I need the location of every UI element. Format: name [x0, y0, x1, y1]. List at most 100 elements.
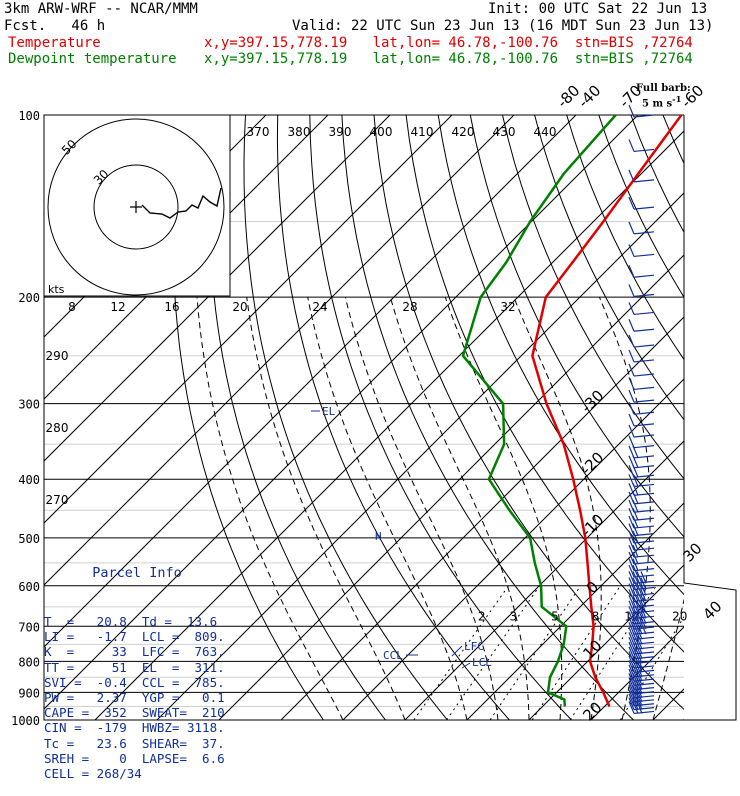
theta-label: 370 [247, 125, 270, 139]
hodo-speed-label: 28 [402, 300, 417, 314]
parcel-info-row: CIN = -179 HWBZ= 3118. [44, 720, 230, 735]
parcel-info-row: PW = 2.37 YGP = 0.1 [44, 690, 230, 705]
pressure-label: 500 [18, 532, 40, 546]
theta-label: 440 [534, 125, 557, 139]
theta-label-left: 290 [46, 349, 69, 363]
wind-barb-flag [629, 425, 634, 437]
pressure-label: 400 [18, 473, 40, 487]
pressure-label: 800 [18, 655, 40, 669]
theta-label: 390 [329, 125, 352, 139]
theta-label: 380 [288, 125, 311, 139]
pressure-label: 300 [18, 398, 40, 412]
wind-barb-staff [634, 387, 654, 389]
dry-adiabat [406, 115, 740, 733]
mixing-ratio-line [490, 586, 580, 720]
wind-barb-flag [629, 364, 634, 376]
wind-barb [629, 197, 654, 209]
pressure-label: 900 [18, 686, 40, 700]
isotherm-line [653, 115, 740, 720]
pressure-label: 200 [18, 291, 40, 305]
pressure-label: 600 [18, 580, 40, 594]
moist-adiabat [684, 297, 740, 720]
wind-barb-staff [634, 254, 654, 256]
moist-adiabat [653, 297, 712, 720]
wind-barb [629, 265, 654, 277]
wind-barb-flag [629, 390, 634, 402]
wind-barb [629, 436, 654, 448]
theta-label: 420 [452, 125, 475, 139]
wind-barb-staff [634, 374, 654, 376]
wind-barb-flag [629, 265, 634, 277]
dry-adiabat [727, 115, 740, 733]
parcel-info-row: SVI = -0.4 CCL = 785. [44, 675, 230, 690]
wind-barb-staff [634, 345, 654, 347]
hodo-speed-label: 8 [68, 300, 76, 314]
mixing-ratio-label: 2 [478, 609, 486, 623]
wind-barb [629, 364, 654, 376]
parcel-info-row: CELL = 268/34 [44, 766, 230, 781]
wind-barb-staff [634, 412, 654, 414]
dry-adiabat [503, 115, 740, 733]
isotherm-line [405, 115, 740, 720]
isotherm-label: 40 [699, 597, 725, 623]
wind-barb-flag [629, 284, 634, 296]
isotherm-label: -40 [574, 81, 604, 111]
wind-barb [629, 425, 654, 437]
mixing-ratio-label: 8 [592, 609, 600, 623]
isotherm-label: 20 [579, 698, 605, 724]
parcel-info-row: TT = 51 EL = 311. [44, 660, 230, 675]
isotherm-line [467, 115, 740, 720]
wind-barb-flag [629, 170, 634, 182]
wind-barb-flag [629, 319, 634, 331]
hodo-speed-label: 24 [312, 300, 327, 314]
isotherm-label: -30 [577, 386, 607, 416]
wind-barb-flag [629, 377, 634, 389]
hodo-speed-label: 20 [232, 300, 247, 314]
barb-legend-line2: 5 m s [642, 98, 672, 109]
barb-legend: Full barb: 5 m s-1 [636, 84, 691, 109]
parcel-info-row: K = 33 LFC = 763. [44, 644, 230, 659]
lcl-marker: LCL [472, 656, 492, 669]
wind-barb-staff [634, 329, 654, 331]
mixing-ratio-label: 20 [672, 609, 687, 623]
parcel-info-row: CAPE = 352 SWEAT= 210 [44, 705, 230, 720]
wind-barb [629, 335, 654, 347]
wind-barb-flag [629, 139, 634, 151]
hodo-speed-label: 32 [500, 300, 515, 314]
barb-legend-line1: Full barb: [636, 84, 691, 94]
moist-adiabat [247, 297, 405, 720]
parcel-info-title: Parcel Info [44, 566, 230, 581]
isotherm-label: 10 [579, 636, 605, 662]
wind-barb [629, 302, 654, 314]
wind-barb-flag [629, 244, 634, 256]
wind-barb [629, 319, 654, 331]
wind-barb-flag [629, 414, 634, 426]
wind-barb-staff [634, 207, 654, 209]
hwbz-marker: H [375, 530, 382, 543]
hodo-speed-label: 12 [110, 300, 125, 314]
wind-barb-flag [629, 335, 634, 347]
mixing-ratio-label: 5 [551, 609, 559, 623]
wind-barb-staff [634, 312, 654, 314]
mixing-ratio-line [447, 586, 540, 720]
wind-barb-staff [634, 275, 654, 277]
wind-barb-flag [629, 222, 634, 234]
dry-adiabat [374, 115, 710, 733]
theta-label: 400 [370, 125, 393, 139]
isotherm-label: -20 [577, 448, 607, 478]
wind-barb-staff [634, 180, 654, 182]
hodo-units-label: kts [48, 283, 65, 296]
wind-barb [629, 170, 654, 182]
theta-label: 430 [493, 125, 516, 139]
pressure-label: 700 [18, 620, 40, 634]
wind-barb [629, 377, 654, 389]
theta-label: 410 [411, 125, 434, 139]
ccl-marker: CCL [383, 649, 403, 662]
wind-barb [629, 139, 654, 151]
hodo-speed-label: 16 [164, 300, 179, 314]
dry-adiabat [695, 115, 740, 733]
wind-barb [629, 244, 654, 256]
theta-label-left: 270 [46, 493, 69, 507]
el-marker: EL [322, 405, 336, 418]
